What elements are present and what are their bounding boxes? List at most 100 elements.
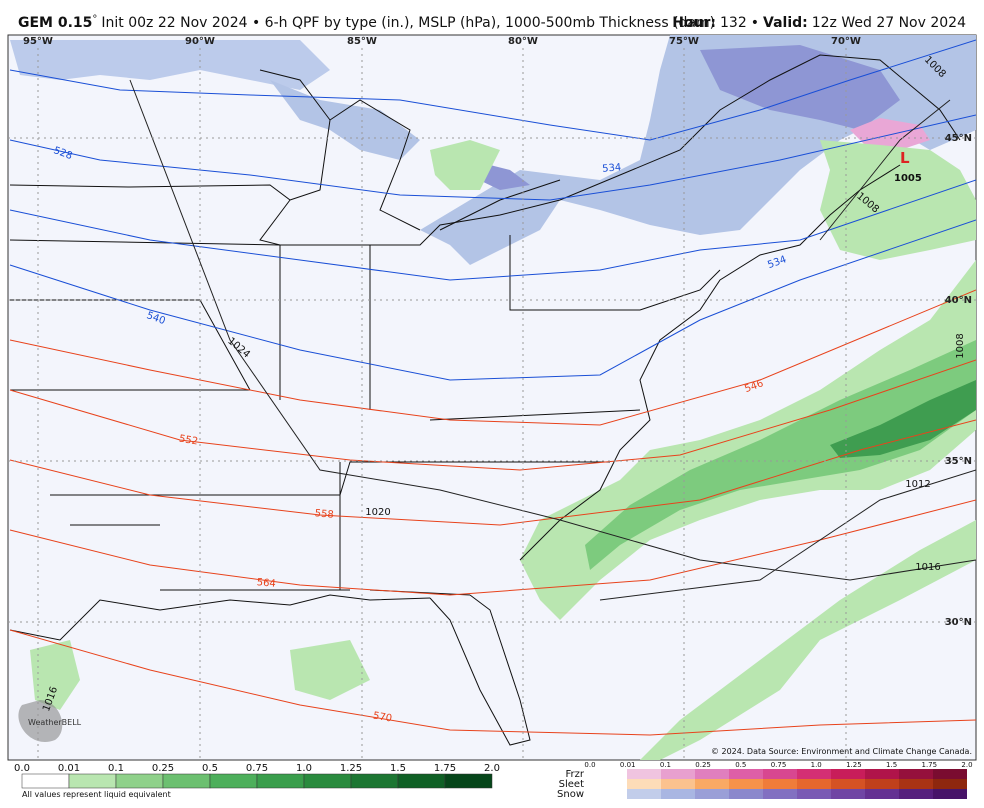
thickness-line: [9, 289, 976, 426]
rain-light: [820, 140, 976, 260]
logo: WeatherBELL: [28, 718, 82, 727]
lat-label: 40°N: [945, 295, 972, 306]
type-swatch: [933, 769, 967, 779]
lat-label: 35°N: [945, 456, 972, 467]
type-legend-label: 1.75: [922, 761, 938, 769]
legend-note: All values represent liquid equivalent: [22, 790, 171, 799]
rain-swatch: [256, 773, 305, 789]
separator: •: [751, 15, 759, 31]
snow-area: [10, 40, 330, 90]
type-legend-label: 0.1: [660, 761, 671, 769]
type-swatch: [763, 769, 797, 779]
type-swatch: [899, 789, 933, 799]
lon-label: 70°W: [831, 36, 861, 47]
type-swatch: [831, 789, 865, 799]
isobar-label: 1016: [915, 562, 940, 573]
type-swatch: [729, 779, 763, 789]
isobar-label: 1020: [365, 507, 390, 518]
type-swatch: [627, 769, 661, 779]
rain-heavy: [830, 380, 976, 458]
type-swatch: [695, 779, 729, 789]
type-legend-label: 0.5: [735, 761, 746, 769]
low-symbol: L: [900, 149, 910, 167]
rain-moderate: [585, 340, 976, 570]
valid: 12z Wed 27 Nov 2024: [812, 15, 966, 31]
rain-swatch: [397, 773, 446, 789]
contours: [9, 39, 976, 736]
thickness-line: [9, 419, 976, 526]
thickness-label: 534: [602, 162, 622, 175]
type-legend-label: 0.75: [771, 761, 787, 769]
type-legend-label: 0.25: [695, 761, 711, 769]
hour-label: Hour:: [672, 15, 716, 31]
thickness-line: [9, 219, 976, 381]
coastline: [9, 594, 431, 641]
init-text: Init 00z 22 Nov 2024 • 6-h QPF by type (…: [101, 15, 715, 31]
lon-label: 95°W: [23, 36, 53, 47]
type-swatch: [661, 769, 695, 779]
rain-swatch: [209, 773, 258, 789]
thickness-line: [9, 114, 976, 201]
type-swatch: [865, 789, 899, 799]
logo-icon: [18, 700, 63, 742]
type-swatch: [627, 789, 661, 799]
type-swatch: [933, 779, 967, 789]
coastline: [429, 594, 531, 746]
isobar-label: 1008: [955, 333, 966, 358]
rain-swatch: [350, 773, 399, 789]
rain-legend-label: 0.5: [202, 763, 218, 774]
thickness-line: [9, 359, 976, 471]
type-swatch: [695, 769, 729, 779]
lon-label: 80°W: [508, 36, 538, 47]
type-swatch: [831, 779, 865, 789]
type-swatch: [797, 769, 831, 779]
rain-legend-label: 0.25: [152, 763, 174, 774]
rain-legend-label: 2.0: [484, 763, 500, 774]
header-left: GEM 0.15° Init 00z 22 Nov 2024 • 6-h QPF …: [18, 14, 715, 31]
type-legend-label: 0.0: [584, 761, 595, 769]
thickness-label: 570: [372, 710, 393, 724]
type-swatch: [695, 789, 729, 799]
rain-light: [30, 640, 80, 710]
copyright: © 2024. Data Source: Environment and Cli…: [711, 747, 972, 756]
thickness-label: 564: [256, 577, 276, 590]
hour: 132: [720, 15, 747, 31]
isobar: [599, 469, 976, 601]
rain-swatch: [444, 773, 493, 789]
type-swatch: [661, 789, 695, 799]
type-legend-label: 1.25: [846, 761, 862, 769]
thickness-line: [9, 629, 976, 736]
type-legend-label: 1.5: [886, 761, 897, 769]
type-swatch: [797, 789, 831, 799]
type-swatch: [933, 789, 967, 799]
type-swatch: [627, 779, 661, 789]
border: [9, 54, 961, 246]
rain-light: [430, 140, 500, 190]
thickness-line: [9, 179, 976, 281]
rain-light: [290, 640, 370, 700]
rain-swatch: [21, 773, 70, 789]
type-legend-label: 1.0: [811, 761, 822, 769]
type-swatch: [661, 779, 695, 789]
snow-heavy: [700, 45, 900, 130]
rain-legend-label: 0.1: [108, 763, 124, 774]
boundaries: [9, 54, 961, 746]
lon-label: 75°W: [669, 36, 699, 47]
lon-label: 85°W: [347, 36, 377, 47]
lakes: [259, 69, 561, 231]
rain-swatch: [162, 773, 211, 789]
map: WeatherBELL © 2024. Data Source: Environ…: [7, 34, 977, 761]
valid-label: Valid:: [763, 15, 808, 31]
model: GEM 0.15: [18, 15, 92, 31]
lat-label: 30°N: [945, 617, 972, 628]
rain-legend-label: 0.75: [246, 763, 268, 774]
rain-swatch: [68, 773, 117, 789]
rain-light: [640, 520, 976, 760]
type-swatch: [899, 779, 933, 789]
thickness-line: [9, 39, 976, 141]
rain-swatch: [303, 773, 352, 789]
thickness-label: 552: [178, 433, 199, 447]
legend: All values represent liquid equivalent 0…: [14, 761, 973, 800]
rain-legend-label: 1.75: [434, 763, 456, 774]
